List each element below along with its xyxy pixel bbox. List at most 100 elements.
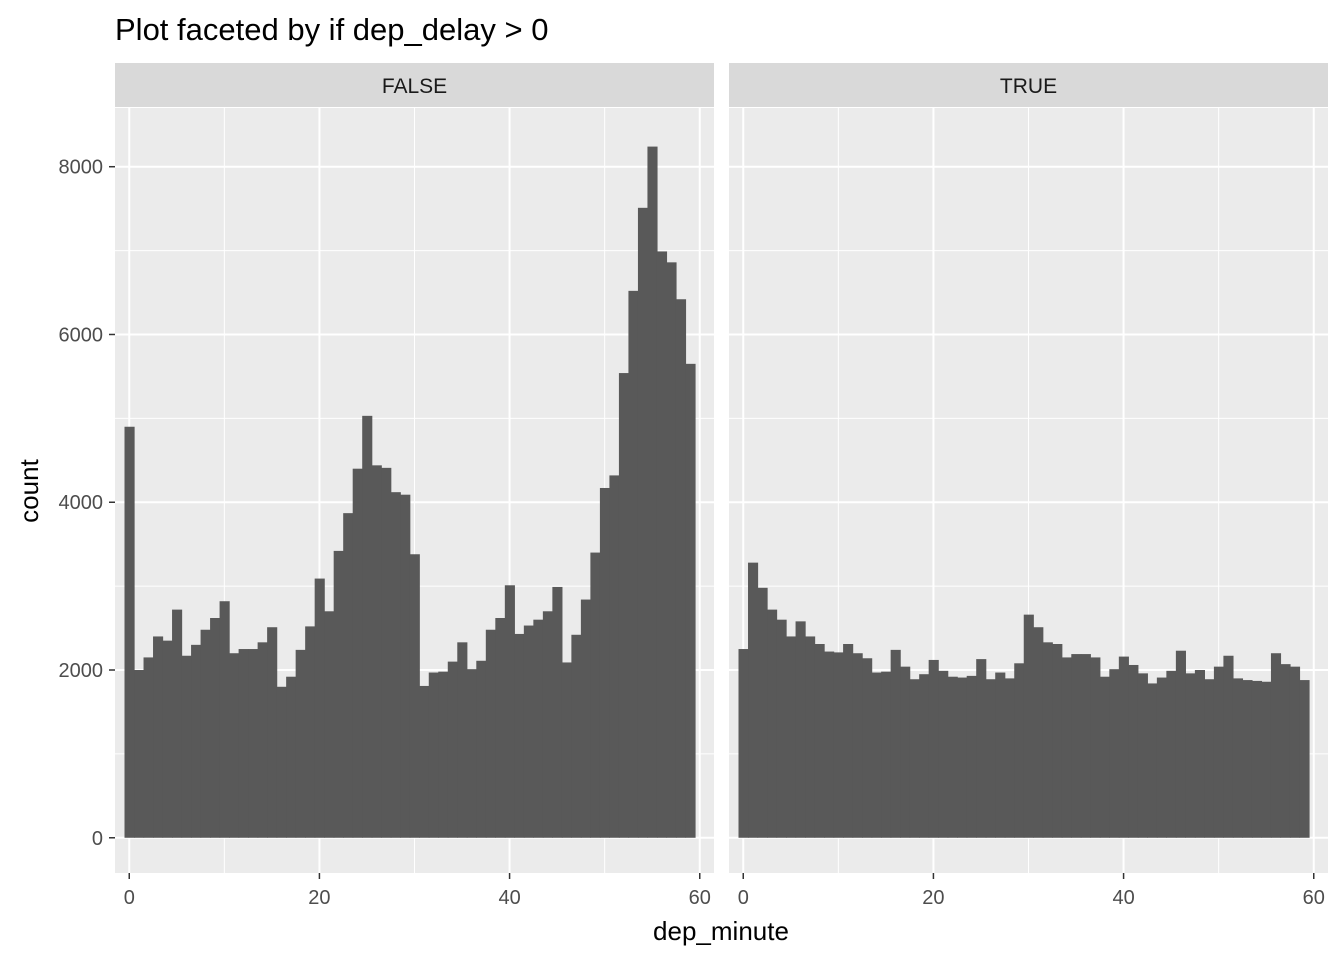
histogram-bar [352, 468, 363, 838]
histogram-bar [552, 586, 563, 838]
histogram-bar [881, 671, 892, 838]
x-tick-label: 20 [308, 887, 330, 909]
histogram-bar [1185, 673, 1196, 838]
histogram-bar [305, 626, 316, 838]
histogram-bar [400, 494, 411, 838]
histogram-bar [1156, 677, 1167, 838]
x-tick-label: 60 [689, 887, 711, 909]
histogram-bar [1090, 657, 1101, 838]
histogram-bar [1175, 650, 1186, 838]
histogram-bar [1166, 670, 1177, 838]
histogram-bar [428, 672, 439, 838]
histogram-bar [381, 467, 392, 838]
histogram-bar [371, 465, 382, 838]
histogram-bar [1014, 663, 1025, 838]
histogram-bar [852, 653, 863, 838]
histogram-bar [1137, 673, 1148, 838]
histogram-bar [514, 633, 525, 838]
histogram-bar [314, 578, 325, 838]
histogram-bar [466, 669, 477, 838]
histogram-bar [675, 299, 687, 838]
histogram-bar [957, 677, 968, 838]
y-tick-label: 8000 [59, 157, 104, 179]
histogram-bar [419, 685, 430, 838]
histogram-bar [238, 649, 249, 838]
histogram-bar [1080, 654, 1091, 838]
histogram-bar [871, 672, 882, 838]
histogram-bar [333, 550, 344, 838]
histogram-bar [757, 587, 768, 838]
histogram-bar [571, 634, 582, 838]
histogram-bar [362, 415, 373, 838]
histogram-bar [1118, 656, 1129, 838]
facet-strip-label: TRUE [1000, 75, 1057, 98]
histogram-bar [748, 562, 759, 838]
histogram-bar [1204, 679, 1215, 838]
histogram-bar [1261, 681, 1272, 838]
histogram-bar [485, 629, 496, 838]
histogram-bar [1033, 627, 1044, 838]
histogram-bar [495, 618, 506, 838]
facet-panel-true: TRUE [729, 63, 1328, 873]
y-tick-label: 6000 [59, 324, 104, 346]
histogram-bar [647, 146, 658, 838]
histogram-bar [618, 373, 630, 838]
histogram-bar [267, 627, 278, 838]
histogram-bar [862, 658, 873, 838]
histogram-bar [457, 642, 468, 838]
histogram-bar [666, 262, 677, 838]
histogram-bar [248, 649, 259, 838]
histogram-bar [1223, 655, 1234, 838]
x-axis-true-panel: 0 20 40 60 [738, 873, 1325, 909]
histogram-bar [1299, 680, 1310, 838]
histogram-bar [438, 671, 449, 838]
histogram-bar [1042, 642, 1053, 838]
histogram-bar [824, 651, 835, 838]
facet-panel-false: FALSE [115, 63, 714, 873]
histogram-bar [1194, 670, 1205, 838]
histogram-bar [738, 649, 749, 838]
histogram-bar [162, 640, 173, 838]
histogram-bar [200, 629, 211, 838]
histogram-bar [580, 599, 591, 838]
histogram-bar [1023, 614, 1034, 838]
facet-strip-label: FALSE [382, 75, 447, 98]
histogram-bar [843, 644, 854, 838]
histogram-bar [210, 618, 221, 838]
histogram-bar [1289, 666, 1301, 838]
histogram-bar [919, 674, 930, 838]
histogram-bar [795, 621, 806, 838]
histogram-bar [124, 426, 135, 838]
histogram-bar [1147, 683, 1158, 838]
histogram-bar [1099, 676, 1110, 838]
x-tick-label: 40 [1112, 887, 1134, 909]
histogram-bar [776, 619, 787, 838]
histogram-bar [172, 609, 183, 838]
histogram-bar [1213, 666, 1225, 838]
x-tick-label: 60 [1303, 887, 1325, 909]
histogram-bar [833, 652, 844, 838]
histogram-bar [533, 619, 544, 838]
x-axis-false-panel: 0 20 40 60 [124, 873, 711, 909]
histogram-bar [286, 676, 297, 838]
histogram-bar [276, 686, 287, 838]
chart-title: Plot faceted by if dep_delay > 0 [115, 12, 548, 47]
histogram-bar [599, 487, 611, 838]
histogram-bar [976, 659, 987, 838]
histogram-bar [609, 475, 620, 838]
histogram-bar [995, 672, 1006, 838]
histogram-bar [229, 653, 240, 838]
x-tick-label: 0 [124, 887, 135, 909]
histogram-bar [928, 659, 939, 838]
histogram-bar [985, 679, 996, 838]
histogram-bar [1052, 644, 1063, 838]
facet-strip [115, 63, 714, 107]
histogram-bar [1251, 680, 1263, 838]
facet-strip [729, 63, 1328, 107]
histogram-bar [504, 585, 515, 838]
histogram-bar [153, 636, 164, 838]
histogram-bar [1270, 653, 1282, 838]
histogram-bar [1109, 669, 1120, 838]
y-tick-label: 4000 [59, 492, 104, 514]
